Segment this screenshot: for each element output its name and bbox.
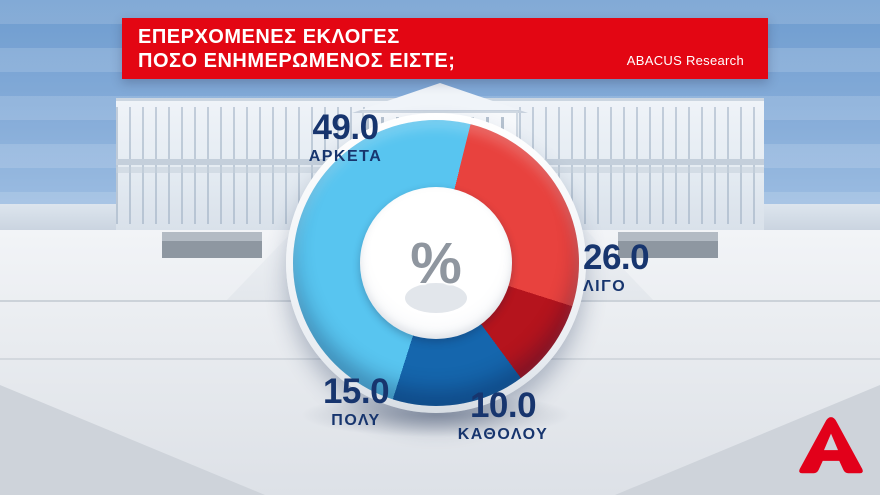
label-katholou: ΚΑΘΟΛΟΥ [457,426,549,443]
value-katholou: 10.0 [469,386,537,425]
percent-symbol: % [410,230,462,296]
alpha-channel-logo [798,417,864,475]
donut-center: % [360,187,512,339]
alpha-logo-icon [799,417,863,474]
callout-poly: 15.0 ΠΟΛΥ [300,374,412,430]
center-emblem-graphic [405,282,467,313]
label-arketa: ΑΡΚΕΤΑ [308,148,383,165]
callout-arketa: 49.0 ΑΡΚΕΤΑ [283,110,408,166]
banner-title-line2: ΠΟΣΟ ΕΝΗΜΕΡΩΜΕΝΟΣ ΕΙΣΤΕ; [138,50,456,72]
banner-title-line1: ΕΠΕΡΧΟΜΕΝΕΣ ΕΚΛΟΓΕΣ [138,26,400,48]
stone-wall-right [618,232,718,258]
callout-katholou: 10.0 ΚΑΘΟΛΟΥ [438,388,568,444]
plaza-ramp-left [0,385,265,495]
label-poly: ΠΟΛΥ [331,412,381,429]
value-poly: 15.0 [322,372,390,411]
donut-chart-wrapper: % [286,113,586,413]
headline-banner: ΕΠΕΡΧΟΜΕΝΕΣ ΕΚΛΟΓΕΣ ΠΟΣΟ ΕΝΗΜΕΡΩΜΕΝΟΣ ΕΙ… [122,18,768,79]
poll-source-credit: ABACUS Research [626,53,744,68]
stone-wall-left [162,232,262,258]
callout-ligo: 26.0 ΛΙΓΟ [583,240,713,296]
banner-titles: ΕΠΕΡΧΟΜΕΝΕΣ ΕΚΛΟΓΕΣ ΠΟΣΟ ΕΝΗΜΕΡΩΜΕΝΟΣ ΕΙ… [138,25,455,73]
value-arketa: 49.0 [312,108,379,147]
label-ligo: ΛΙΓΟ [583,278,627,295]
value-ligo: 26.0 [583,238,650,277]
